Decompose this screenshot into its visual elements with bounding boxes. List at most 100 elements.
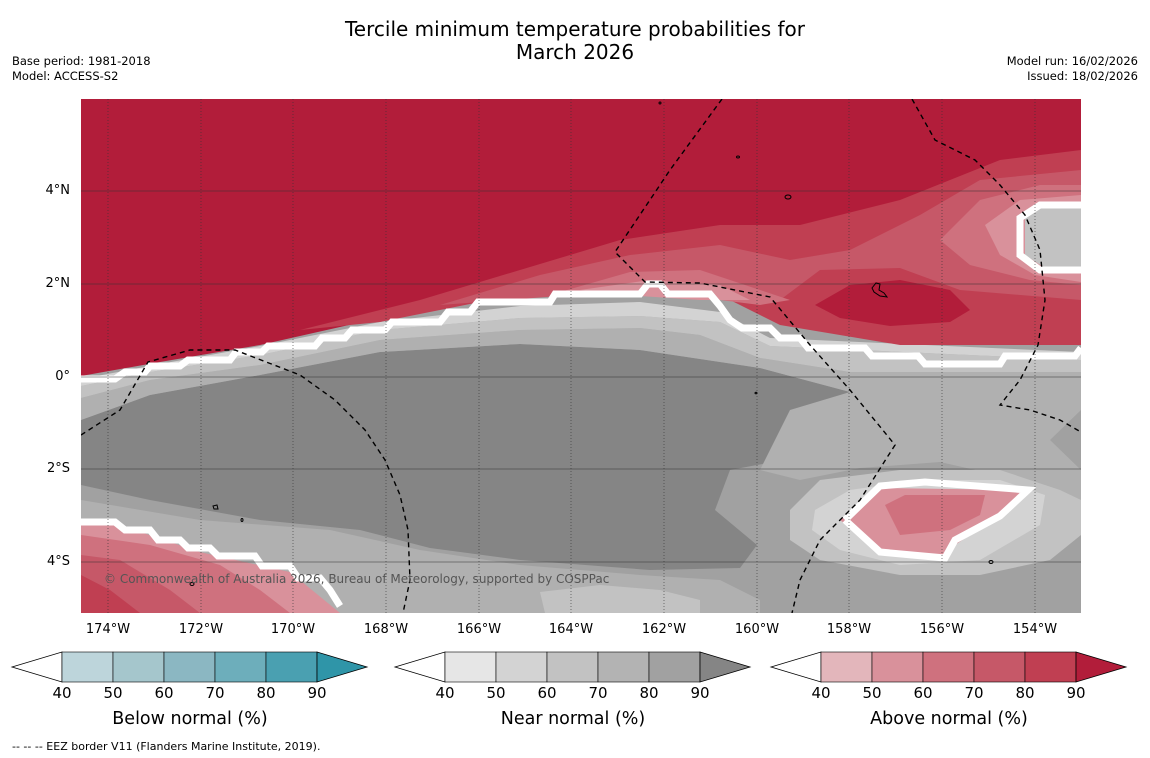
- above-normal-60-band: [560, 185, 1081, 305]
- colorbar-0-tick-60: 60: [154, 684, 174, 702]
- colorbar-1-segment-2: [546, 651, 599, 683]
- lat-label-0: 0°: [55, 369, 70, 384]
- colorbar-1-tick-40: 40: [435, 684, 455, 702]
- colorbar-2-tick-50: 50: [862, 684, 882, 702]
- colorbar-0-tick-70: 70: [205, 684, 225, 702]
- colorbar-0-segment-0: [61, 651, 114, 683]
- base-period: Base period: 1981-2018: [12, 54, 151, 68]
- near-normal-northeast-pocket: [1025, 205, 1081, 268]
- lon-label-166w: 166°W: [456, 622, 502, 637]
- colorbars: [10, 651, 1128, 683]
- eez-footnote: -- -- -- EEZ border V11 (Flanders Marine…: [12, 740, 321, 753]
- lon-label-160w: 160°W: [734, 622, 780, 637]
- eez-border-east: [911, 99, 1081, 433]
- colorbar-title-near: Near normal (%): [500, 709, 646, 729]
- colorbar-0-lower-extend: [10, 651, 63, 683]
- lon-label-170w: 170°W: [270, 622, 316, 637]
- above-normal-90-patch: [815, 280, 970, 326]
- colorbar-1-tick-70: 70: [588, 684, 608, 702]
- colorbar-0-tick-50: 50: [103, 684, 123, 702]
- map-title: Tercile minimum temperature probabilitie…: [0, 18, 1150, 64]
- island-jarvis: [754, 391, 758, 395]
- island-malden: [988, 560, 994, 564]
- lon-label-158w: 158°W: [826, 622, 872, 637]
- island-kiritimati: [871, 282, 889, 298]
- meta-left: Base period: 1981-2018 Model: ACCESS-S2: [12, 54, 151, 84]
- colorbar-1-tick-60: 60: [537, 684, 557, 702]
- forty-percent-contour-south: [842, 478, 1037, 562]
- colorbar-2-tick-70: 70: [964, 684, 984, 702]
- colorbar-2-tick-90: 90: [1066, 684, 1086, 702]
- title-line-1: Tercile minimum temperature probabilitie…: [344, 17, 806, 41]
- lon-label-156w: 156°W: [919, 622, 965, 637]
- colorbar-0-tick-80: 80: [256, 684, 276, 702]
- colorbar-0-tick-40: 40: [52, 684, 72, 702]
- island-kanton: [212, 504, 219, 510]
- above-normal-southwest-80: [81, 575, 140, 613]
- island-enderbury: [240, 518, 244, 522]
- island-teraina: [736, 155, 740, 159]
- model-run: Model run: 16/02/2026: [1006, 54, 1138, 68]
- colorbar-0-upper-extend: [316, 651, 369, 683]
- colorbar-1-upper-extend: [699, 651, 752, 683]
- probability-field: [81, 99, 1081, 613]
- colorbar-near-normal: [393, 651, 752, 683]
- forty-percent-contours: [81, 201, 1081, 608]
- colorbar-2-segment-2: [922, 651, 975, 683]
- meta-right: Model run: 16/02/2026 Issued: 18/02/2026: [1007, 54, 1138, 84]
- colorbar-title-below: Below normal (%): [112, 709, 268, 729]
- island-tabuaeran: [784, 194, 792, 200]
- colorbar-1-tick-80: 80: [639, 684, 659, 702]
- lon-label-168w: 168°W: [363, 622, 409, 637]
- eez-borders: [81, 99, 1081, 613]
- colorbar-2-tick-40: 40: [811, 684, 831, 702]
- near-normal-south-bottom-band: [81, 500, 760, 613]
- colorbar-2-tick-60: 60: [913, 684, 933, 702]
- above-normal-south-60-patch: [885, 495, 985, 535]
- colorbar-0-segment-2: [163, 651, 216, 683]
- lon-label-172w: 172°W: [178, 622, 224, 637]
- colorbar-2-segment-3: [973, 651, 1026, 683]
- forty-percent-contour-north: [81, 280, 1081, 383]
- colorbar-2-segment-1: [871, 651, 924, 683]
- forty-percent-contour-southwest: [81, 518, 343, 608]
- colorbar-0-segment-1: [112, 651, 165, 683]
- colorbar-1-tick-50: 50: [486, 684, 506, 702]
- colorbar-title-above: Above normal (%): [870, 709, 1028, 729]
- lon-label-154w: 154°W: [1012, 622, 1058, 637]
- colorbar-2-lower-extend: [769, 651, 822, 683]
- island-palmyra: [658, 101, 662, 105]
- colorbar-1-tick-90: 90: [690, 684, 710, 702]
- near-normal-70-band: [81, 328, 1081, 530]
- above-normal-50-band: [580, 195, 1081, 300]
- colorbar-2-segment-0: [820, 651, 873, 683]
- colorbar-1-segment-1: [495, 651, 548, 683]
- title-line-2: March 2026: [515, 40, 635, 64]
- graticule: [81, 190, 1081, 563]
- colorbar-1-lower-extend: [393, 651, 446, 683]
- colorbar-above-normal: [769, 651, 1128, 683]
- colorbar-1-segment-0: [444, 651, 497, 683]
- near-normal-south-pocket: [540, 585, 700, 613]
- colorbar-2-upper-extend: [1075, 651, 1128, 683]
- map-canvas: [81, 99, 1081, 613]
- copyright-notice: © Commonwealth of Australia 2026, Bureau…: [104, 572, 610, 586]
- lat-label-2n: 2°N: [45, 276, 71, 291]
- near-normal-90-core: [81, 344, 945, 570]
- colorbar-1-segment-4: [648, 651, 701, 683]
- lon-label-162w: 162°W: [641, 622, 687, 637]
- lon-label-174w: 174°W: [85, 622, 131, 637]
- islands: [189, 101, 994, 586]
- eez-border-central: [614, 99, 896, 613]
- lat-label-4s: 4°S: [46, 554, 70, 569]
- lon-label-164w: 164°W: [548, 622, 594, 637]
- colorbar-2-segment-4: [1024, 651, 1077, 683]
- colorbar-0-segment-3: [214, 651, 267, 683]
- colorbar-0-segment-4: [265, 651, 318, 683]
- island-birnie: [189, 582, 195, 586]
- colorbar-0-tick-90: 90: [307, 684, 327, 702]
- above-normal-70-band: [440, 170, 1081, 305]
- model-name: Model: ACCESS-S2: [12, 69, 119, 83]
- lat-label-2s: 2°S: [46, 461, 70, 476]
- issued-date: Issued: 18/02/2026: [1027, 69, 1138, 83]
